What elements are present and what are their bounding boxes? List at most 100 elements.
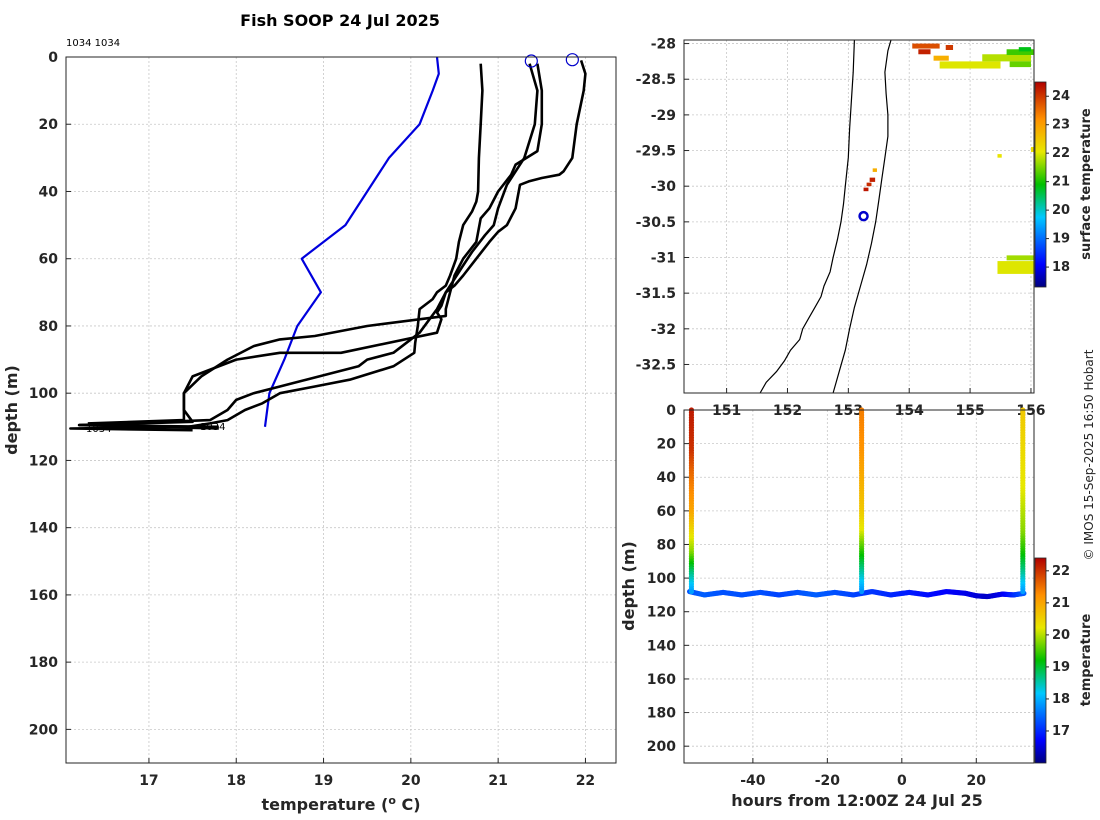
profile-y-tick-label: 0 [48, 50, 58, 66]
map-y-tick-label: -28.5 [636, 72, 676, 88]
profile-line-cast-4 [77, 60, 587, 429]
depth-time-points [686, 407, 1027, 600]
profile-y-tick-label: 200 [29, 722, 58, 738]
profile-y-tick-label: 140 [29, 521, 58, 537]
profile-x-tick-label: 20 [401, 773, 421, 789]
map-shelf-edge [832, 39, 892, 394]
surface-colorbar-tick-label: 21 [1052, 175, 1070, 190]
figure-title: Fish SOOP 24 Jul 2025 [240, 11, 440, 30]
depth-time-y-tick-label: 80 [657, 537, 677, 553]
surface-colorbar-tick-label: 20 [1052, 203, 1070, 218]
depth-time-grid [684, 409, 1034, 763]
temperature-colorbar-ticks: 22 21 20 19 18 17 [1046, 564, 1070, 739]
profile-y-label: depth (m) [2, 365, 21, 455]
map-temperature-patch [869, 177, 876, 182]
ship-position-marker [858, 210, 869, 222]
depth-time-panel: -40 -20 0 20 0 20 40 60 80 100 120 140 160 180 200 ho… [619, 403, 1094, 810]
depth-time-x-tick-label: 20 [967, 773, 987, 789]
depth-time-cast-point [859, 588, 865, 595]
temperature-colorbar-tick-label: 19 [1052, 660, 1070, 675]
map-y-tick-label: -30 [651, 179, 677, 195]
map-y-tick-label: -32.5 [636, 357, 676, 373]
profile-surface-marker [565, 53, 579, 67]
surface-colorbar [1034, 81, 1047, 288]
profile-x-ticks: 17 18 19 20 21 22 [139, 758, 595, 789]
surface-colorbar-tick-label: 24 [1052, 89, 1070, 104]
map-y-tick-label: -31 [651, 251, 676, 267]
temperature-colorbar-tick-label: 18 [1052, 692, 1070, 707]
depth-time-y-tick-label: 60 [657, 504, 677, 520]
profile-x-label: temperature (o C) [261, 794, 420, 815]
profile-line-reference [263, 56, 440, 427]
map-temperature-patch [1006, 255, 1034, 261]
map-y-tick-label: -31.5 [636, 286, 676, 302]
temperature-colorbar-tick-label: 22 [1052, 564, 1070, 579]
surface-colorbar-tick-label: 23 [1052, 118, 1070, 133]
surface-colorbar-tick-label: 22 [1052, 146, 1070, 161]
depth-time-y-tick-label: 200 [647, 739, 676, 755]
map-coastline [759, 39, 855, 394]
map-frame [683, 39, 1035, 394]
map-x-ticks: 151 152 153 154 155 156 [712, 388, 1046, 419]
profile-x-tick-label: 22 [576, 773, 595, 789]
map-temperature-patch [863, 187, 869, 192]
depth-time-y-tick-label: 100 [647, 571, 676, 587]
map-temperature-patch [933, 55, 949, 61]
profile-y-tick-label: 40 [39, 184, 59, 200]
profile-y-tick-label: 160 [29, 588, 58, 604]
profile-y-tick-label: 80 [39, 319, 59, 335]
temperature-colorbar-label: temperature [1079, 614, 1094, 707]
profile-x-tick-label: 18 [226, 773, 245, 789]
profile-x-tick-label: 19 [314, 773, 333, 789]
map-temperature-patch [872, 168, 877, 172]
map-x-tick-label: 151 [712, 403, 741, 419]
map-y-tick-label: -32 [651, 322, 676, 338]
map-temperature-patches [863, 43, 1034, 274]
map-x-tick-label: 154 [895, 403, 924, 419]
profile-panel: 1034 1034 17 18 19 20 21 22 0 20 40 60 80 100 120 14… [2, 50, 617, 815]
temperature-colorbar-tick-label: 20 [1052, 628, 1070, 643]
map-y-tick-label: -28 [651, 37, 676, 53]
profile-tag: 1034 1034 [66, 38, 120, 49]
map-x-tick-label: 153 [834, 403, 863, 419]
profile-y-tick-label: 60 [39, 252, 59, 268]
profile-frame [65, 56, 617, 764]
map-temperature-patch [997, 261, 1034, 274]
map-temperature-patch [1009, 61, 1031, 68]
map-y-tick-label: -29 [651, 108, 676, 124]
map-x-tick-label: 155 [955, 403, 984, 419]
profile-y-tick-label: 20 [39, 117, 59, 133]
depth-time-frame [683, 409, 1035, 764]
profile-line-cast-1 [69, 63, 484, 432]
profile-grid [66, 56, 616, 763]
profile-y-ticks: 0 20 40 60 80 100 120 140 160 180 200 [29, 50, 71, 738]
map-temperature-patch [982, 54, 1031, 62]
depth-time-x-tick-label: -40 [740, 773, 766, 789]
map-temperature-patch [997, 154, 1002, 158]
surface-colorbar-tick-label: 19 [1052, 232, 1070, 247]
depth-time-y-tick-label: 20 [657, 437, 677, 453]
map-temperature-patch [939, 61, 1001, 69]
map-temperature-patch [912, 43, 940, 49]
map-y-ticks: -28 -28.5 -29 -29.5 -30 -30.5 -31 -31.5 -32 -32.5 [636, 37, 689, 373]
depth-time-x-tick-label: -20 [815, 773, 841, 789]
temperature-colorbar-tick-label: 21 [1052, 596, 1070, 611]
map-y-tick-label: -30.5 [636, 215, 676, 231]
profile-x-tick-label: 17 [139, 773, 158, 789]
profile-lines [69, 56, 587, 432]
profile-line-cast-3 [87, 63, 544, 425]
depth-time-cast-point [1020, 588, 1026, 595]
depth-time-x-tick-label: 0 [897, 773, 907, 789]
depth-time-cast-point [688, 588, 695, 595]
map-temperature-patch [1006, 49, 1034, 55]
profile-end-label-1: 1034 [86, 424, 111, 435]
map-temperature-patch [1030, 146, 1034, 152]
profile-surface-marker [524, 54, 538, 68]
profile-y-tick-label: 180 [29, 655, 58, 671]
depth-time-y-tick-label: 180 [647, 706, 676, 722]
map-temperature-patch [1018, 47, 1031, 52]
depth-time-y-tick-label: 0 [666, 403, 676, 419]
profile-x-tick-label: 21 [488, 773, 507, 789]
profile-end-label-2: 1034 [200, 422, 225, 433]
map-grid [684, 40, 1034, 393]
